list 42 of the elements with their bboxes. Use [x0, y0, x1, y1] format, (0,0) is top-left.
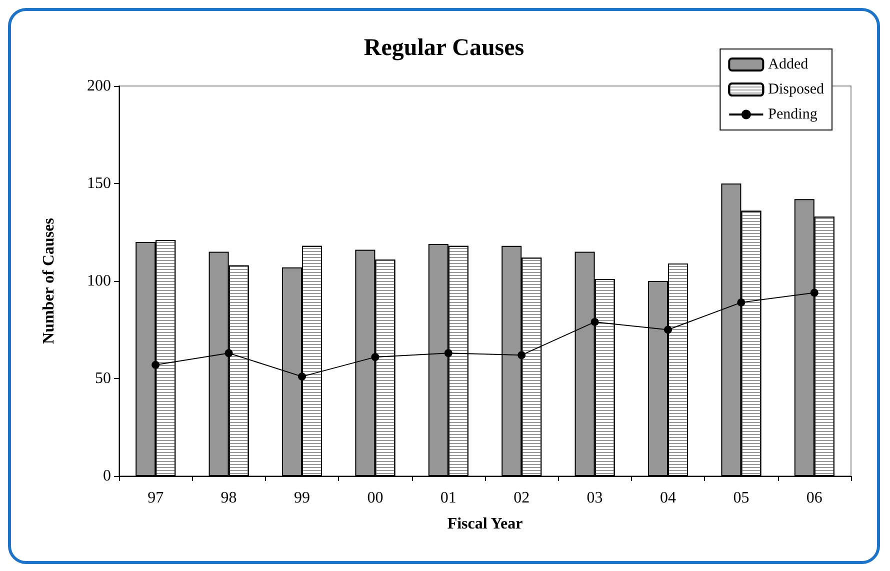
point: [590, 318, 599, 326]
chart-title: Regular Causes: [364, 35, 524, 61]
legend-label: Pending: [768, 106, 818, 122]
point: [371, 353, 380, 362]
y-tick-label: 0: [103, 468, 111, 484]
y-tick-label: 100: [87, 272, 111, 290]
bar: [574, 252, 595, 476]
bar: [428, 244, 448, 476]
point: [298, 372, 306, 381]
x-tick-label: 05: [733, 490, 750, 506]
y-tick-label: 50: [95, 370, 111, 387]
x-tick-label: 03: [586, 490, 603, 506]
point: [664, 326, 672, 334]
legend-label: Added: [768, 56, 809, 72]
bar: [794, 199, 814, 476]
bar: [355, 250, 376, 476]
y-tick-label: 200: [87, 78, 111, 94]
bar: [208, 252, 229, 476]
bar: [502, 246, 522, 476]
x-axis-title: Fiscal Year: [447, 516, 523, 532]
point: [518, 351, 526, 360]
bar: [136, 242, 156, 476]
point: [737, 298, 746, 306]
y-axis-title: Number of Causes: [40, 218, 58, 344]
x-tick-label: 98: [220, 490, 237, 506]
x-tick-label: 00: [367, 490, 384, 506]
bar: [282, 267, 302, 476]
y-tick-label: 150: [87, 175, 111, 192]
legend-label: Disposed: [768, 82, 824, 98]
x-tick-label: 06: [806, 490, 822, 506]
page-frame: Number of Causes Fiscal Year 0 50 100 150 200 97 98 99 00 01 02 03 04 05 06 Added Disposed Pending Regular Causes: [8, 8, 880, 564]
x-tick-label: 99: [294, 490, 310, 506]
x-tick-label: 97: [148, 490, 164, 506]
x-tick-label: 04: [660, 490, 676, 506]
bar: [721, 184, 742, 476]
bar: [648, 281, 668, 476]
point: [152, 360, 160, 369]
point: [810, 288, 818, 297]
x-tick-label: 01: [440, 490, 456, 506]
point: [444, 349, 452, 358]
point: [224, 349, 233, 358]
x-tick-label: 02: [514, 490, 530, 506]
